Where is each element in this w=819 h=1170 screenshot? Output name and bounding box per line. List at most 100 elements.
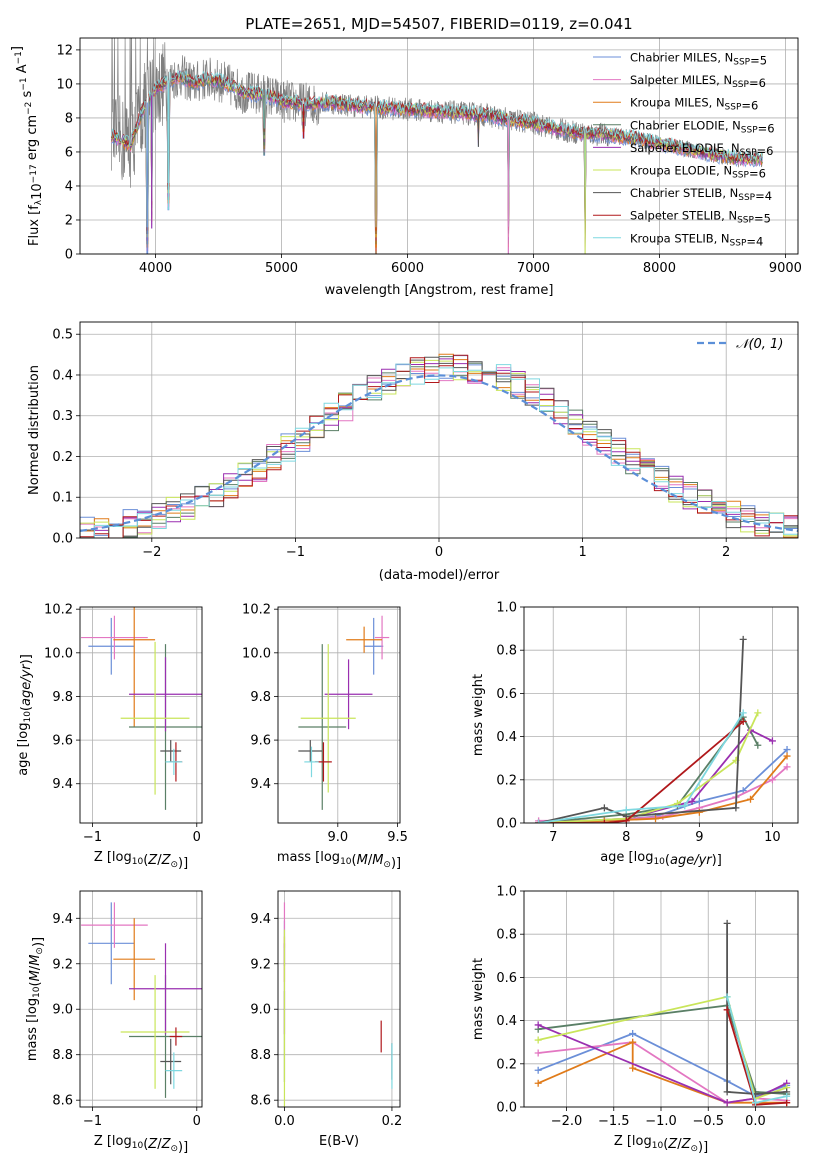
- x-axis-label: (data-model)/error: [379, 568, 500, 583]
- label-part: =6: [758, 121, 775, 135]
- y-axis-label: Flux [fλ10−17 erg cm−2 s−1 A−1]: [10, 46, 45, 246]
- residual-histogram: [80, 356, 798, 538]
- errorbar-point: [298, 644, 347, 810]
- label-part: age/yr: [19, 663, 34, 706]
- plot-area: [81, 607, 202, 810]
- ticks: −1 0 9.4 9.6 9.8 10.0 10.2: [44, 603, 201, 845]
- legend-label: Salpeter MILES, NSSP=6: [630, 73, 766, 90]
- label-part: A: [15, 64, 30, 77]
- label-part: SSP: [725, 103, 742, 113]
- y-tick-label: 9.4: [250, 777, 271, 792]
- y-axis-label: mass [log10(M/M⊙)]: [25, 937, 46, 1061]
- y-axis-label: Normed distribution: [27, 365, 42, 495]
- weight-vs-Z-axes: −2.0 −1.5 −1.0 −0.5 0.0 0.0 0.2 0.4 0.6 0.8 1.0 Z […: [471, 885, 799, 1155]
- mass-weight-marker: [695, 797, 703, 805]
- y-axis-label: mass weight: [471, 674, 486, 756]
- label-part: Flux [f: [27, 205, 42, 246]
- label-part: )]: [712, 853, 722, 868]
- errorbar-point: [113, 918, 156, 1001]
- mass-weight-marker: [783, 746, 791, 754]
- label-part: Chabrier MILES, N: [630, 51, 733, 65]
- label-part: −1: [19, 77, 29, 90]
- x-tick-label: −1: [83, 830, 102, 845]
- x-tick-label: 2: [722, 545, 730, 560]
- label-part: ⊙: [170, 860, 178, 870]
- label-part: SSP: [740, 148, 757, 158]
- y-tick-label: 0.2: [496, 773, 517, 788]
- label-part: Chabrier STELIB, N: [630, 186, 738, 200]
- y-tick-label: 1.0: [496, 885, 517, 900]
- mass-weight-marker: [629, 1038, 637, 1046]
- label-part: age/yr: [670, 853, 713, 868]
- errorbar-point: [113, 607, 156, 727]
- label-part: 10: [653, 857, 665, 867]
- normal-reference-curve: [80, 374, 798, 532]
- label-part: E(B-V): [319, 1134, 359, 1149]
- mass-weight-marker: [783, 752, 791, 760]
- errorbar-point: [298, 740, 323, 762]
- label-part: Z: [681, 1137, 692, 1152]
- label-part: mass [log: [277, 850, 340, 865]
- label-part: ⊙: [383, 860, 391, 870]
- x-tick-label: −2.0: [551, 1114, 583, 1129]
- x-axis-label: Z [log10(Z/Z⊙)]: [614, 1134, 708, 1155]
- legend-label: 𝒩(0, 1): [736, 337, 783, 352]
- model-spectrum-line: [111, 70, 763, 228]
- label-part: /: [157, 1137, 162, 1152]
- y-tick-label: 0.0: [52, 532, 73, 547]
- ticks: 9.0 9.5 9.4 9.6 9.8 10.0 10.2: [242, 603, 408, 845]
- label-part: /: [28, 965, 43, 970]
- mass-weight-marker: [747, 795, 755, 803]
- errorbar-point: [374, 615, 390, 660]
- axes-frame: [523, 606, 799, 824]
- label-part: M: [28, 955, 43, 966]
- label-part: M: [357, 853, 368, 868]
- mass-weight-marker: [751, 1099, 759, 1107]
- label-part: (: [143, 1137, 148, 1152]
- label-part: SSP: [737, 216, 754, 226]
- age-vs-Z-axes: −1 09.49.69.810.010.2Z [log10(Z/Z⊙)]age […: [16, 603, 203, 871]
- label-part: 10: [23, 711, 33, 723]
- label-part: SSP: [732, 80, 749, 90]
- mass-weight-marker: [754, 709, 762, 717]
- label-part: SSP: [741, 125, 758, 135]
- errorbar-point: [81, 902, 148, 948]
- ticks: 7 8 9 10 0.0 0.2 0.4 0.6 0.8 1.0: [496, 601, 780, 846]
- plot-area: [80, 353, 798, 538]
- axes-frame: [277, 890, 401, 1108]
- mass-vs-EBV-axes: 0.0 0.2 8.6 8.8 9.0 9.2 9.4 E(B-V): [250, 890, 402, 1149]
- x-tick-label: 9.0: [327, 830, 348, 845]
- label-part: SSP: [732, 171, 749, 181]
- label-part: /: [368, 853, 373, 868]
- legend-label: Kroupa STELIB, NSSP=4: [630, 231, 763, 248]
- mass-weight-marker: [783, 1099, 791, 1107]
- y-tick-label: 0.4: [496, 730, 517, 745]
- y-tick-label: 9.4: [250, 912, 271, 927]
- x-tick-label: 8: [622, 830, 630, 845]
- label-part: =6: [741, 99, 758, 113]
- label-part: /: [677, 1137, 682, 1152]
- label-part: 10: [652, 1141, 664, 1151]
- y-tick-label: 2: [65, 213, 73, 228]
- axes-layer: 4000 5000 6000 7000 8000 9000024681012wavelen…: [10, 37, 802, 1155]
- x-tick-label: 10: [764, 830, 781, 845]
- x-tick-label: −1: [286, 545, 305, 560]
- label-part: )]: [31, 937, 46, 947]
- x-axis-label: Z [log10(Z/Z⊙)]: [94, 850, 188, 871]
- y-tick-label: 0.8: [496, 928, 517, 943]
- label-part: ]: [10, 46, 25, 51]
- label-part: −1: [14, 51, 24, 64]
- x-tick-label: 9000: [769, 261, 802, 276]
- errorbar-point: [169, 1027, 183, 1046]
- label-part: )]: [178, 1140, 188, 1155]
- x-tick-label: −1: [83, 1114, 102, 1129]
- label-part: Z: [161, 853, 172, 868]
- label-part: Z: [147, 1137, 158, 1152]
- mass-weight-marker: [629, 1030, 637, 1038]
- mass-weight-marker: [535, 819, 543, 823]
- label-part: erg cm: [25, 115, 40, 164]
- label-part: Salpeter ELODIE, N: [630, 141, 740, 155]
- mass-weight-marker: [622, 806, 630, 814]
- label-part: 10: [32, 986, 42, 998]
